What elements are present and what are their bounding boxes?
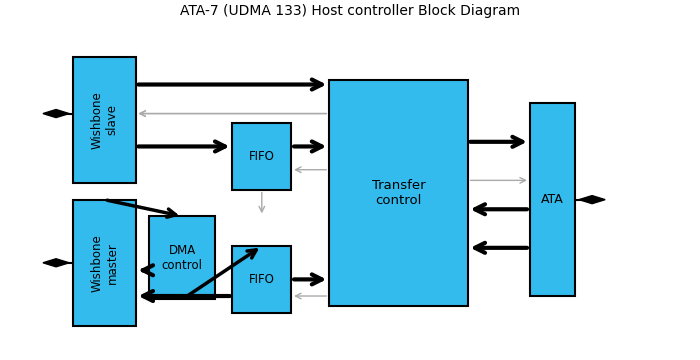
Polygon shape: [579, 195, 606, 204]
Text: Wishbone
slave: Wishbone slave: [90, 91, 118, 149]
FancyBboxPatch shape: [149, 216, 215, 299]
FancyBboxPatch shape: [329, 80, 468, 306]
FancyBboxPatch shape: [74, 57, 136, 183]
Text: DMA
control: DMA control: [162, 244, 203, 272]
FancyBboxPatch shape: [232, 123, 291, 190]
Title: ATA-7 (UDMA 133) Host controller Block Diagram: ATA-7 (UDMA 133) Host controller Block D…: [180, 4, 520, 18]
Text: ATA: ATA: [541, 193, 564, 206]
Text: Transfer
control: Transfer control: [372, 179, 425, 207]
Text: FIFO: FIFO: [249, 150, 275, 163]
Polygon shape: [43, 109, 69, 118]
FancyBboxPatch shape: [74, 200, 136, 326]
Text: Wishbone
master: Wishbone master: [90, 234, 118, 292]
Polygon shape: [43, 259, 69, 267]
Text: FIFO: FIFO: [249, 273, 275, 286]
FancyBboxPatch shape: [530, 103, 575, 296]
FancyBboxPatch shape: [232, 246, 291, 312]
